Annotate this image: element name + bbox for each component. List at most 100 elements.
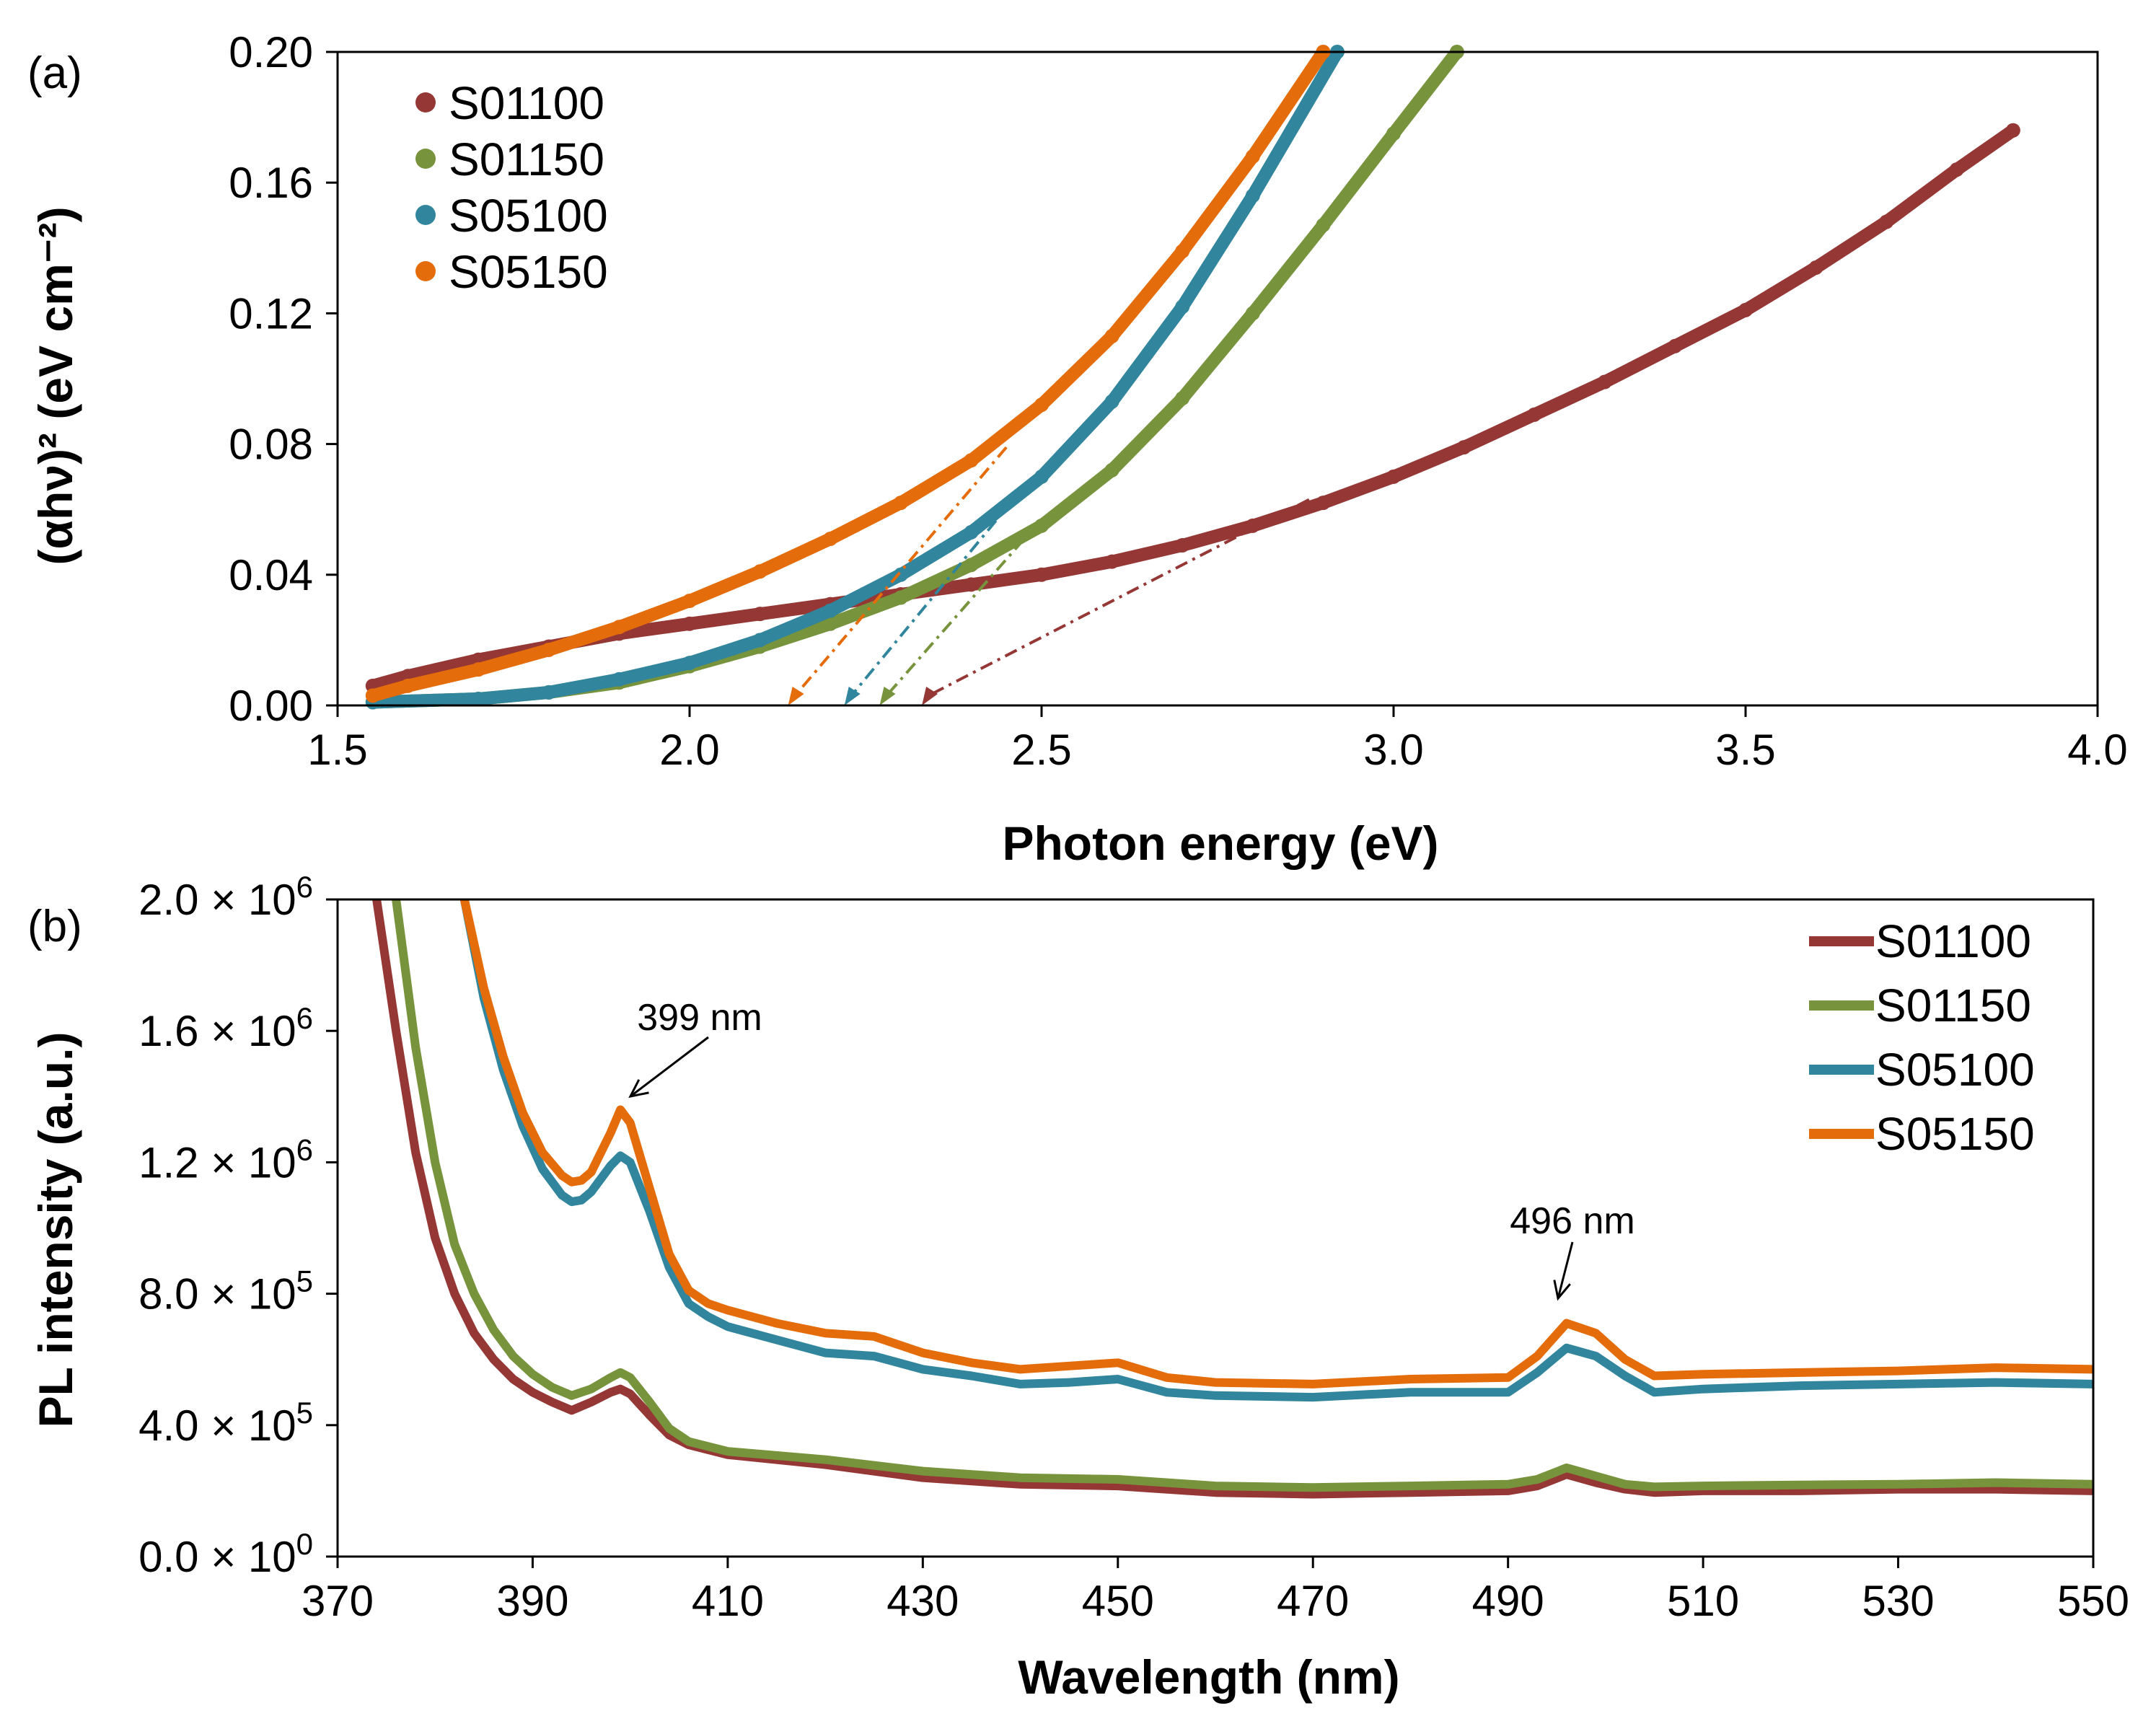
panel-a-point-s01100 [1104,554,1119,569]
panel-a-legend-label-s05100: S05100 [449,190,608,242]
panel-a-point-s05150 [1104,329,1119,344]
panel-a-band-gap-plot: (a) 1.5 2.0 2.5 3.0 3.5 4.0 0.00 0.04 0.08 0.12 0.… [27,28,2128,870]
panel-a-axes: 1.5 2.0 2.5 3.0 3.5 4.0 0.00 0.04 0.08 0.12 0.16 0.… [229,28,2127,774]
panel-a-point-s01150 [893,590,908,605]
panel-a-y-tick-label: 0.12 [229,289,313,338]
panel-a-y-tick-label: 0.04 [229,551,313,599]
panel-b-series-s05100-line [459,899,2093,1402]
panel-b-legend-label-s05150: S05150 [1875,1108,2035,1160]
panel-a-point-s05150 [823,531,838,546]
panel-a-point-s05150 [682,594,697,609]
panel-b-y-tick-label: 0.0 × 100 [138,1527,313,1581]
panel-b-annotation-arrowhead [1553,1280,1571,1301]
panel-a-intercept-arrow-s05100 [844,687,861,705]
panel-a-point-s05100 [1104,394,1119,409]
panel-a-point-s01100 [1738,302,1753,317]
panel-b-annotation-arrowhead [628,1079,649,1099]
panel-a-label: (a) [27,48,82,98]
panel-b-series-s01150-line [392,899,2093,1492]
panel-a-tangent-s05100 [850,498,1015,697]
panel-a-series-s01100-curve [366,123,2020,692]
panel-a-point-s05150 [612,620,627,635]
panel-a-point-s01100 [1386,469,1401,484]
panel-a-point-s05100 [1245,188,1260,203]
panel-a-point-s01150 [1386,126,1401,141]
panel-a-point-s05150 [1175,244,1190,259]
panel-a-point-s05100 [612,672,627,687]
panel-b-pl-spectra: (b) 370 390 410 430 450 470 490 510 530 550 0.0 × … [27,870,2129,1704]
panel-a-point-s01100 [1034,567,1049,582]
panel-b-x-tick-label: 470 [1277,1577,1349,1625]
panel-b-x-tick-label: 430 [886,1577,959,1625]
panel-b-frame [336,898,2095,1558]
panel-b-y-axis-title: PL intensity (a.u.) [29,1032,82,1428]
panel-a-point-s05150 [893,496,908,511]
panel-b-label: (b) [27,902,82,951]
panel-a-point-s01100 [1316,496,1331,511]
panel-a-point-s01150 [1245,306,1260,321]
panel-a-point-s05100 [752,633,767,648]
panel-a-intercept-arrow-s01150 [879,687,896,705]
panel-a-point-s05150 [1245,149,1260,164]
panel-b-annotations: 399 nm 496 nm [628,997,1635,1301]
panel-b-annotation-arrow [1557,1241,1574,1299]
panel-b-x-tick-label: 530 [1862,1577,1935,1625]
panel-a-point-s01100 [1527,407,1542,422]
panel-a-legend-label-s01100: S01100 [449,77,604,129]
panel-a-intercept-arrow-s01100 [922,687,938,705]
panel-a-point-s01100 [752,607,767,622]
panel-b-y-tick-label: 1.6 × 106 [138,1001,313,1055]
panel-a-legend-label-s01150: S01150 [449,133,604,185]
panel-a-point-s01100 [1879,214,1894,229]
panel-a-x-tick-label: 4.0 [2067,726,2127,774]
panel-a-point-s05100 [682,656,697,671]
panel-b-axes: 370 390 410 430 450 470 490 510 530 550 0.0 × 100 4… [138,870,2129,1625]
panel-a-tangent-s01150 [886,518,1043,697]
panel-a-legend-marker-s05100 [415,205,436,225]
panel-b-legend-label-s01150: S01150 [1875,980,2031,1031]
panel-a-point-s01150 [1316,218,1331,233]
panel-b-x-tick-label: 370 [302,1577,374,1625]
panel-a-point-s01100 [1597,374,1612,390]
panel-a-legend-marker-s01150 [415,149,436,169]
panel-a-legend-marker-s01100 [415,92,436,113]
panel-a-x-axis-title: Photon energy (eV) [1002,817,1438,870]
panel-a-point-s01150 [1175,391,1190,406]
panel-b-y-tick-label: 8.0 × 105 [138,1264,313,1319]
panel-a-x-tick-label: 1.5 [307,726,367,774]
panel-b-series-s05150-line [459,899,2093,1388]
panel-a-point-s05100 [1175,299,1190,314]
panel-a-point-s05150 [541,642,556,657]
panel-a-point-s05150 [400,678,415,693]
panel-a-x-tick-label: 3.5 [1715,726,1775,774]
panel-a-point-s05100 [1034,469,1049,484]
panel-b-series-s01100-line [372,899,2093,1499]
panel-a-x-tick-label: 3.0 [1363,726,1423,774]
panel-a-intercept-arrow-s05150 [788,687,804,705]
panel-a-point-s05100 [893,567,908,582]
panel-a-point-s05150 [1034,397,1049,413]
panel-a-point-s05150 [964,453,979,468]
panel-a-point-s05100 [823,603,838,618]
panel-b-plot-area [372,899,2093,1499]
panel-a-legend-label-s05150: S05150 [449,246,608,298]
panel-a-point-s01100 [964,577,979,592]
panel-b-legend: S01100 S01150 S05100 S05150 [1809,915,2035,1160]
panel-b-x-tick-label: 390 [496,1577,568,1625]
panel-a-point-s01100 [2005,123,2020,138]
panel-b-y-tick-label: 1.2 × 106 [138,1132,313,1187]
panel-b-x-tick-label: 510 [1667,1577,1739,1625]
panel-a-y-tick-label: 0.00 [229,682,313,730]
panel-a-y-tick-label: 0.16 [229,159,313,207]
panel-b-x-tick-label: 550 [2057,1577,2129,1625]
panel-a-point-s05150 [365,688,380,703]
panel-b-annotation-arrow [630,1036,709,1098]
panel-b-x-tick-label: 490 [1472,1577,1544,1625]
panel-b-x-axis-title: Wavelength (nm) [1018,1650,1399,1704]
panel-a-point-s01150 [823,616,838,631]
panel-a-frame [336,50,2099,707]
panel-a-point-s01100 [1175,538,1190,553]
panel-a-point-s01100 [1808,260,1823,275]
panel-b-x-tick-label: 410 [692,1577,764,1625]
